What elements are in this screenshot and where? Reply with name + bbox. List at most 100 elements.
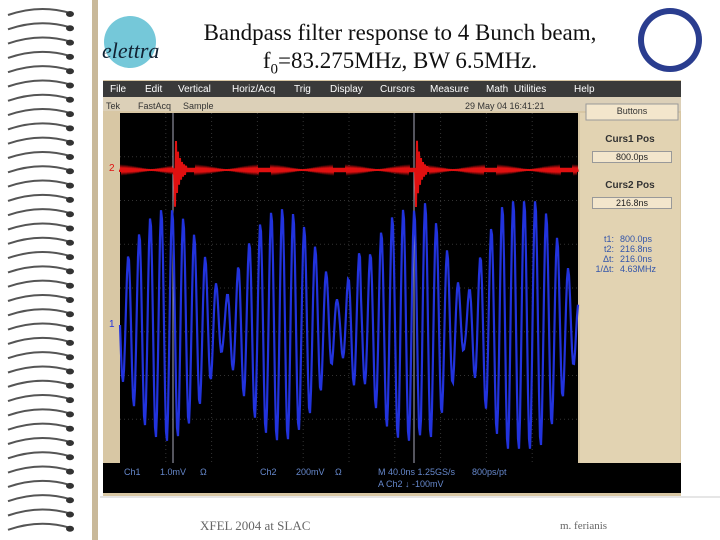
hole [66, 82, 74, 89]
title-f: f [262, 48, 271, 73]
menu-item[interactable]: Display [330, 84, 363, 95]
brand: Tek [106, 101, 121, 111]
coil [7, 165, 71, 174]
hole [66, 397, 74, 404]
coil [7, 379, 71, 388]
coil [7, 79, 71, 88]
menu-item[interactable]: Horiz/Acq [232, 84, 276, 95]
coil [7, 293, 71, 302]
coil [7, 65, 71, 74]
readout-label: t1: [603, 234, 614, 244]
ch2-trace [119, 140, 579, 208]
trigger: A Ch2 ↓ -100mV [378, 479, 444, 489]
badge-inner [644, 14, 696, 66]
hole [66, 497, 74, 504]
footer-right: m. ferianis [560, 520, 608, 532]
coil [7, 422, 71, 431]
hole [66, 53, 74, 60]
coil [7, 336, 71, 345]
ch2-term: Ω [335, 467, 342, 477]
menu-item[interactable]: Vertical [178, 84, 211, 95]
buttons-button[interactable] [585, 103, 679, 121]
hole [66, 325, 74, 332]
menu-item[interactable]: File [110, 84, 127, 95]
readout-value: 4.63MHz [620, 264, 657, 274]
ch1-trace [118, 201, 580, 449]
hole [66, 454, 74, 461]
hole [66, 354, 74, 361]
readout-label: t2: [603, 244, 614, 254]
readout-bar [103, 463, 681, 493]
curs1-value[interactable]: 800.0ps [592, 151, 672, 163]
ch2-scale: 200mV [296, 467, 325, 477]
title-line-1: Bandpass filter response to 4 Bunch beam… [203, 20, 597, 45]
coil [7, 36, 71, 45]
menu-item[interactable]: Measure [430, 84, 469, 95]
datetime: 29 May 04 16:41:21 [465, 101, 545, 111]
hole [66, 525, 74, 532]
title-rest: =83.275MHz, BW 6.5MHz. [278, 48, 538, 73]
hole [66, 268, 74, 275]
side-panel [580, 113, 680, 463]
coil [7, 408, 71, 417]
coil [7, 322, 71, 331]
coil [7, 351, 71, 360]
buttons-label[interactable]: Buttons [616, 106, 648, 116]
coil [7, 265, 71, 274]
coil [7, 150, 71, 159]
footer-left: XFEL 2004 at SLAC [200, 518, 311, 533]
title-line-2: f0=83.275MHz, BW 6.5MHz. [180, 48, 620, 79]
coil [7, 208, 71, 217]
hole [66, 511, 74, 518]
ch2-marker: 2 [109, 163, 115, 174]
coil [7, 479, 71, 488]
coil [7, 22, 71, 31]
hole [66, 39, 74, 46]
hole [66, 68, 74, 75]
coil [7, 93, 71, 102]
hole [66, 411, 74, 418]
hole [66, 468, 74, 475]
hole [66, 111, 74, 118]
timebase: M 40.0ns 1.25GS/s [378, 467, 456, 477]
hole [66, 254, 74, 261]
coil [7, 279, 71, 288]
coil [7, 508, 71, 517]
curs2-label: Curs2 Pos [605, 180, 655, 191]
title-sub: 0 [270, 61, 279, 78]
ch1-scale: 1.0mV [160, 467, 187, 477]
menu-item[interactable]: Math [486, 84, 509, 95]
hole [66, 297, 74, 303]
menu-item[interactable]: Cursors [380, 84, 416, 95]
hole [66, 125, 74, 132]
coil [7, 50, 71, 59]
menu-item[interactable]: Help [574, 84, 595, 95]
logo-text: elettra [102, 38, 160, 63]
hole [66, 182, 74, 189]
curs1-label: Curs1 Pos [605, 134, 655, 145]
hole [66, 11, 74, 17]
hole [66, 239, 74, 246]
coil [7, 436, 71, 445]
status-bar [103, 97, 681, 111]
menu-bar [103, 81, 681, 97]
hole [66, 311, 74, 318]
coil [7, 494, 71, 503]
ch1: Ch1 [124, 467, 141, 477]
hole [66, 425, 74, 432]
hole [66, 225, 74, 232]
hole [66, 440, 74, 446]
coil [7, 451, 71, 460]
curs2-value[interactable]: 216.8ns [592, 197, 672, 209]
logo-mark [104, 16, 156, 68]
menu-item[interactable]: Edit [145, 84, 163, 95]
menu-item[interactable]: Utilities [514, 84, 547, 95]
coil [7, 394, 71, 403]
ch2: Ch2 [260, 467, 277, 477]
menu-item[interactable]: Trig [294, 84, 311, 95]
slide-edge [92, 0, 98, 540]
resolution: 800ps/pt [472, 467, 507, 477]
readout-value: 800.0ps [620, 234, 653, 244]
